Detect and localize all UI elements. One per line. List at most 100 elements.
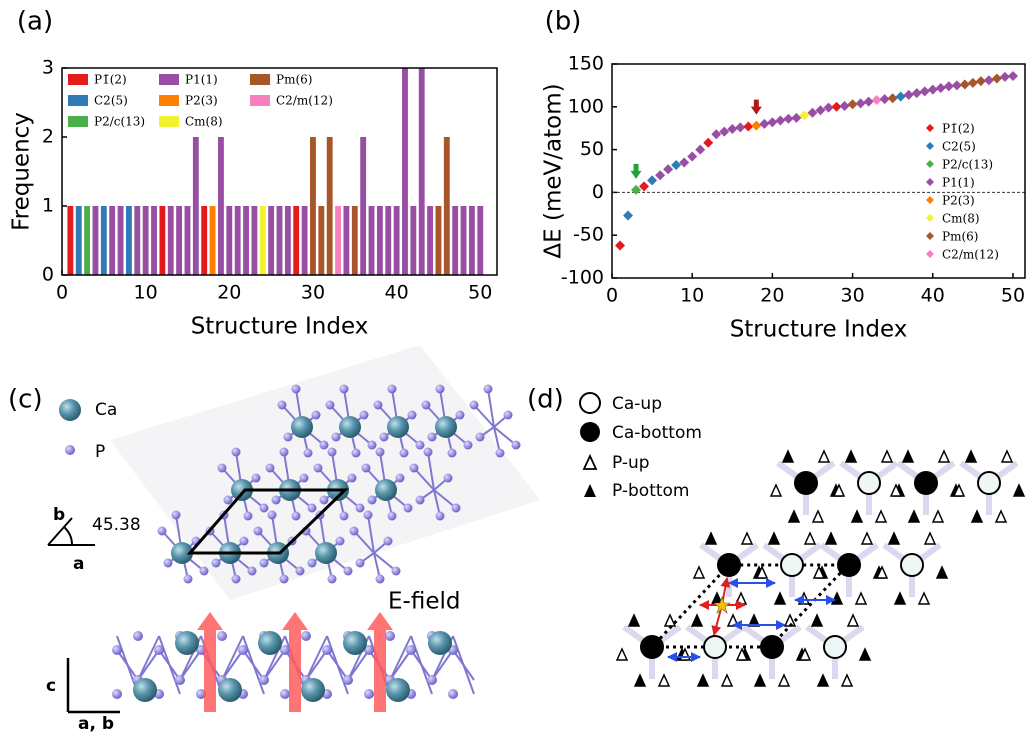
x-tick-label: 50 (468, 282, 492, 304)
angle-b-label: b (53, 505, 65, 525)
ca-atom (386, 678, 410, 702)
p-atom (436, 512, 445, 521)
bar (159, 206, 165, 275)
angle-value: 45.38 (92, 515, 141, 535)
bar (168, 206, 174, 275)
p-up (736, 593, 746, 604)
bar (385, 206, 391, 275)
p-atom (266, 464, 275, 473)
point (976, 76, 986, 86)
p-atom (312, 411, 321, 420)
bar (377, 206, 383, 275)
p-atom (428, 433, 437, 442)
p-atom (300, 474, 309, 483)
x-tick-label: 20 (760, 285, 784, 307)
y-tick-label: 0 (592, 181, 604, 203)
p-atom (344, 567, 353, 576)
p-atom (254, 527, 263, 536)
bar (444, 137, 450, 275)
x-tick-label: 20 (217, 282, 241, 304)
point (856, 98, 866, 108)
legend-label: P-up (612, 453, 650, 473)
bar (67, 206, 73, 275)
x-tick-label: 0 (606, 285, 618, 307)
p-atom (350, 527, 359, 536)
bar (343, 206, 349, 275)
p-atom (448, 689, 458, 699)
y-tick-label: -100 (561, 267, 604, 289)
p-atom (244, 512, 253, 521)
legend-label: P2(3) (942, 194, 975, 208)
p-up (665, 615, 675, 626)
bar (143, 206, 149, 275)
p-atom (496, 449, 505, 458)
p-up (925, 533, 935, 544)
p-bottom (698, 675, 708, 686)
bar (176, 206, 182, 275)
point (719, 127, 729, 137)
p-atom (112, 645, 122, 655)
bar (318, 206, 324, 275)
point (799, 110, 809, 120)
p-atom (304, 449, 313, 458)
bar (402, 68, 408, 275)
y-tick-label: 100 (568, 95, 604, 117)
ca-up (978, 472, 1000, 494)
point (759, 119, 769, 129)
point (775, 115, 785, 125)
legend-marker (926, 124, 934, 132)
p-bottom (937, 567, 947, 578)
p-atom (396, 474, 405, 483)
legend-label: C2(5) (94, 94, 128, 108)
p-atom (376, 575, 385, 584)
p-atom (416, 441, 425, 450)
point (807, 108, 817, 118)
p-atom (278, 401, 287, 410)
bar (226, 206, 232, 275)
p-atom (348, 474, 357, 483)
point (679, 157, 689, 167)
ca-atom (258, 631, 282, 655)
p-atom (284, 433, 293, 442)
p-atom (328, 575, 337, 584)
p-bottom (789, 511, 799, 522)
p-atom (164, 559, 173, 568)
bar (76, 206, 82, 275)
p-atom (444, 474, 453, 483)
point (872, 95, 882, 105)
p-up (779, 675, 789, 686)
p-bottom (846, 451, 856, 462)
bar (310, 137, 316, 275)
p-atom (240, 537, 249, 546)
p-bottom (629, 615, 639, 626)
point (824, 103, 834, 113)
legend-label: C2/m(12) (276, 94, 333, 108)
legend-marker (926, 196, 934, 204)
p-atom (308, 504, 317, 513)
ca-bottom (838, 554, 860, 576)
ca-bottom (761, 636, 783, 658)
panel-label: (b) (545, 7, 582, 37)
p-atom (320, 496, 329, 505)
ca-atom (339, 416, 361, 438)
ca-up (901, 554, 923, 576)
p-bottom (783, 451, 793, 462)
p-atom (184, 575, 193, 584)
ca-atom (218, 678, 242, 702)
p-atom (158, 527, 167, 536)
ca-bottom (915, 472, 937, 494)
p-atom (452, 504, 461, 513)
p-atom (200, 567, 209, 576)
p-up (799, 593, 809, 604)
p-bottom (972, 511, 982, 522)
ca-atom (175, 631, 199, 655)
p-atom (436, 385, 445, 394)
ca-atom (387, 416, 409, 438)
x-axis-label: Structure Index (191, 314, 369, 340)
point (1000, 72, 1010, 82)
p-atom (464, 441, 473, 450)
p-bottom (966, 451, 976, 462)
p-atom (416, 496, 425, 505)
x-tick-label: 30 (840, 285, 864, 307)
point (896, 92, 906, 102)
